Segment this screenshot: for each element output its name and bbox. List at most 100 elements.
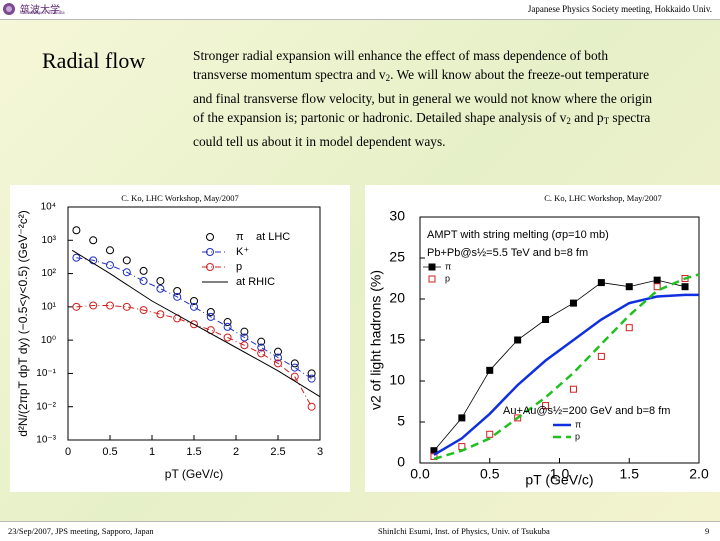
data-point (597, 279, 605, 287)
x-tick-label: 1.0 (550, 466, 570, 482)
body-subscript: 2 (385, 73, 391, 84)
body-run: and p (570, 110, 604, 126)
data-point (106, 301, 114, 310)
y-tick-label: 5 (397, 413, 405, 429)
legend-marker (428, 263, 436, 271)
series (72, 253, 316, 383)
data-point (542, 316, 550, 323)
credit: C. Ko, LHC Workshop, May/2007 (121, 193, 238, 203)
data-point (173, 292, 182, 301)
data-point (307, 374, 316, 383)
series (430, 276, 689, 455)
data-point (72, 226, 81, 235)
data-point (240, 333, 249, 342)
y-tick-label: 10¹ (42, 301, 57, 312)
body-subscript: 2 (566, 116, 571, 127)
data-point (290, 363, 299, 372)
legend-marker (428, 275, 436, 283)
legend-label: p (445, 273, 450, 283)
data-point (681, 283, 689, 291)
x-tick-label: 0.5 (102, 446, 117, 458)
annotation: Au+Au@s½=200 GeV and b=8 fm (503, 405, 670, 417)
body-subscript: T (603, 116, 610, 127)
legend-label: p (236, 261, 242, 273)
credit: C. Ko, LHC Workshop, May/2007 (544, 193, 661, 203)
slide-title: Radial flow (42, 48, 146, 73)
x-tick-label: 2.5 (270, 446, 285, 458)
x-tick-label: 1.5 (186, 446, 201, 458)
meeting: Japanese Physics Society meeting, Hokkai… (527, 4, 712, 14)
y-tick-label: 30 (389, 208, 405, 224)
data-point (290, 372, 299, 381)
footer-date: 23/Sep/2007, JPS meeting, Sapporo, Japan (8, 526, 154, 536)
data-point (486, 430, 494, 438)
data-point (307, 402, 316, 411)
data-point (156, 284, 165, 293)
data-point (206, 312, 215, 321)
data-point (307, 369, 316, 378)
y-tick-label: 25 (389, 249, 405, 265)
series (430, 275, 689, 460)
data-point (190, 302, 198, 311)
data-point (122, 302, 131, 311)
page-number: 9 (705, 526, 710, 536)
y-tick-label: 10⁴ (41, 202, 56, 213)
data-point (290, 359, 299, 368)
data-point (89, 236, 98, 245)
y-tick-label: 15 (389, 331, 405, 347)
series (71, 249, 321, 398)
series (72, 226, 316, 378)
data-point (223, 333, 232, 342)
body-text: Stronger radial expansion will enhance t… (193, 46, 663, 151)
x-axis-label: pT (GeV/c) (165, 467, 223, 481)
data-point (156, 310, 165, 319)
body-run: spectra could tell us about it in model … (193, 110, 651, 149)
data-point (106, 246, 114, 255)
series-line (433, 279, 686, 451)
data-point (139, 276, 148, 285)
y-tick-label: 0 (397, 454, 405, 470)
annotation: AMPT with string melting (σp=10 mb) (427, 229, 609, 241)
data-point (274, 353, 282, 362)
y-tick-label: 20 (389, 290, 405, 306)
data-point (274, 347, 282, 356)
footer-bar (0, 521, 720, 541)
data-point (139, 266, 148, 275)
data-point (156, 276, 165, 285)
data-point (569, 299, 577, 307)
y-tick-label: 10⁻² (36, 401, 56, 412)
data-point (514, 414, 522, 422)
data-point (458, 414, 466, 422)
y-tick-label: 10⁻³ (36, 435, 56, 446)
y-tick-label: 10² (42, 268, 57, 279)
x-tick-label: 3 (317, 446, 323, 458)
data-point (569, 385, 577, 393)
series-line (76, 257, 312, 380)
annotation: Pb+Pb@s½=5.5 TeV and b=8 fm (427, 247, 588, 259)
data-point (486, 366, 494, 374)
data-point (190, 320, 198, 329)
y-tick-label: 10⁰ (41, 335, 56, 346)
x-tick-label: 0 (65, 446, 71, 458)
data-point (240, 341, 249, 350)
series-line (433, 273, 700, 461)
data-point (206, 308, 215, 317)
y-tick-label: 10 (389, 372, 405, 388)
y-axis-label: d²N/(2πpT dpT dy) (−0.5<y<0.5) (GeV⁻²c²) (16, 210, 30, 437)
data-point (223, 318, 232, 327)
y-axis-label: v2 of light hadrons (%) (368, 270, 384, 410)
data-point (122, 256, 131, 265)
legend-header: at LHC (256, 231, 290, 243)
data-point (542, 402, 550, 410)
y-tick-label: 10³ (42, 235, 57, 246)
x-tick-label: 0.0 (410, 466, 430, 482)
series-line (71, 249, 321, 398)
data-point (72, 253, 81, 262)
logo (3, 3, 15, 15)
data-point (625, 324, 633, 332)
data-point (257, 349, 266, 358)
data-point (514, 336, 522, 344)
data-point (274, 359, 282, 368)
data-point (122, 268, 131, 277)
